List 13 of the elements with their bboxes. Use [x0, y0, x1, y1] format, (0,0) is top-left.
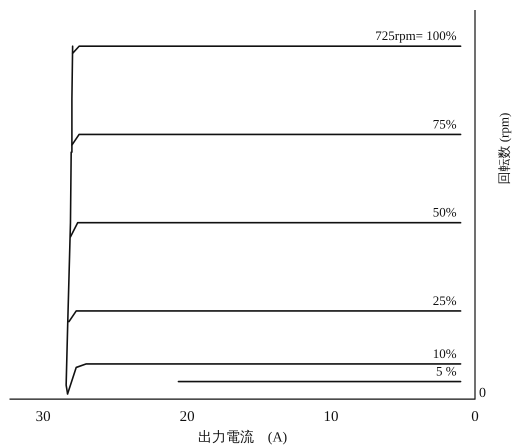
- text: 0: [479, 386, 486, 401]
- x-tick-label: 0: [471, 409, 479, 426]
- x-tick-label: 10: [324, 409, 339, 426]
- series-label: 10%: [432, 346, 457, 361]
- series-label: 5 %: [436, 363, 457, 378]
- series-label: 50%: [432, 204, 457, 220]
- x-tick-label: 20: [180, 409, 195, 426]
- x-tick-label: 30: [36, 409, 51, 426]
- series-label: 25%: [432, 292, 457, 308]
- y-axis-title: 回転数 (rpm): [496, 112, 512, 185]
- series-label: 725rpm= 100%: [375, 28, 457, 44]
- series-label: 75%: [432, 116, 457, 132]
- x-axis-title: 出力電流 (A): [198, 429, 288, 446]
